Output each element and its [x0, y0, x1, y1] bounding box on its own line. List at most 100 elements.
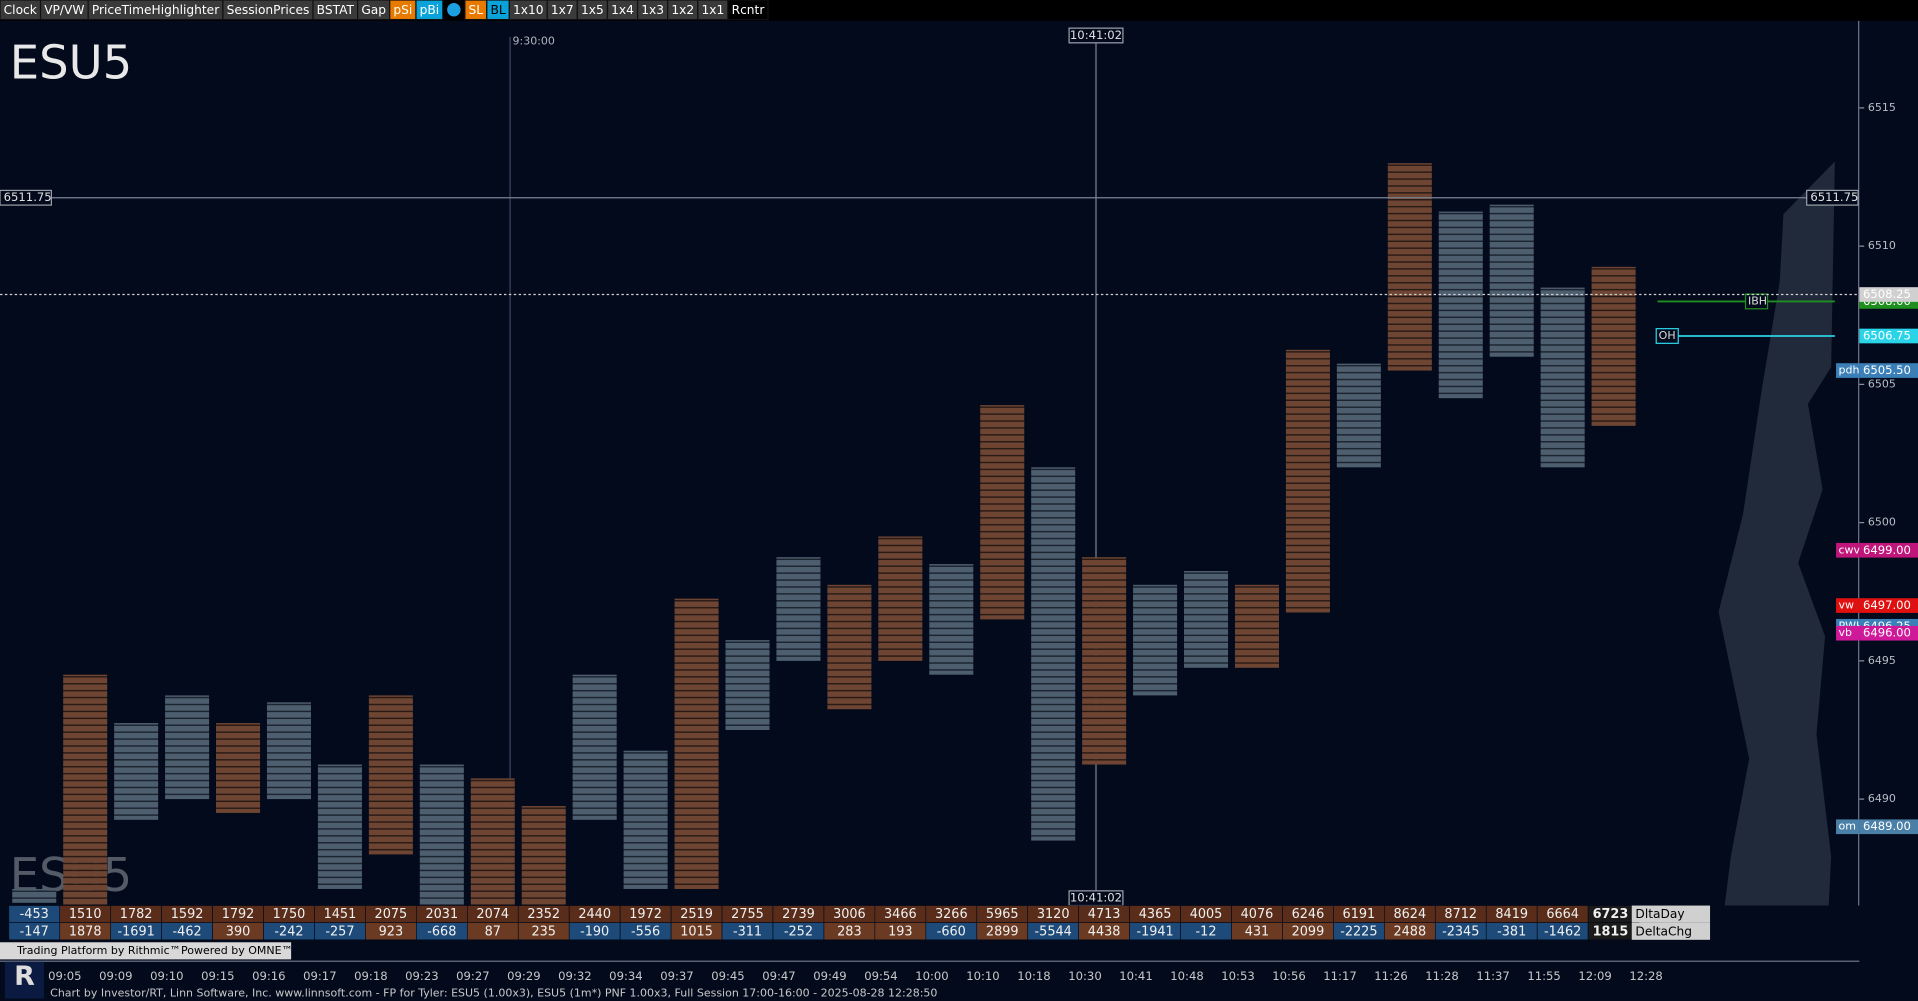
level-price-box: [1859, 598, 1918, 613]
row-value: 6723: [1593, 907, 1629, 922]
row-value: 6664: [1546, 907, 1579, 922]
button-label: 1x7: [551, 3, 574, 17]
level-tag-box: [1836, 598, 1860, 613]
footprint-column: [266, 702, 312, 800]
button-label: 1x5: [581, 3, 604, 17]
row-value: 2031: [426, 907, 459, 922]
row-value: -556: [631, 924, 660, 939]
row-value: 1815: [1593, 924, 1629, 939]
toolbar-button[interactable]: VP/VW: [39, 0, 89, 21]
level-tag: cwv: [1838, 543, 1860, 556]
row-value: 2074: [476, 907, 509, 922]
x-tick-label: 09:09: [99, 969, 132, 983]
x-tick-label: 11:26: [1374, 969, 1407, 983]
footprint-column: [1184, 571, 1229, 668]
button-label: pBi: [420, 3, 440, 17]
row-value: -147: [20, 924, 49, 939]
toolbar-button[interactable]: Rcntr: [727, 0, 769, 21]
row-value: 2075: [375, 907, 408, 922]
x-tick-label: 09:29: [507, 969, 540, 983]
x-tick-label: 10:18: [1017, 969, 1050, 983]
level-price-box: [1859, 287, 1918, 302]
button-label: BL: [490, 3, 505, 17]
level-tag-box: [1655, 328, 1679, 344]
button-label: 1x3: [641, 3, 664, 17]
toolbar-button[interactable]: 1x7: [546, 0, 578, 21]
toolbar-button[interactable]: 1x2: [667, 0, 699, 21]
footprint-column: [1336, 363, 1381, 468]
toolbar-button[interactable]: 1x1: [697, 0, 729, 21]
row-name-box: [1631, 922, 1711, 940]
row-value: -242: [274, 924, 303, 939]
x-tick-label: 09:34: [609, 969, 642, 983]
button-label: Rcntr: [732, 3, 766, 17]
footprint-column: [1082, 557, 1127, 765]
footprint-column: [623, 750, 668, 889]
toolbar-button[interactable]: pBi: [415, 0, 444, 21]
row-value: 390: [226, 924, 250, 939]
toolbar-button[interactable]: BSTAT: [312, 0, 359, 21]
row-value: 2352: [527, 907, 560, 922]
row-value: 4076: [1241, 907, 1274, 922]
button-label: 1x1: [701, 3, 724, 17]
row-value: 3006: [833, 907, 866, 922]
x-tick-label: 10:53: [1221, 969, 1254, 983]
footprint-column: [470, 778, 515, 906]
y-tick-label: 6505: [1868, 377, 1896, 390]
footprint-column: [929, 564, 974, 675]
button-label: SL: [469, 3, 484, 17]
row-value: 87: [485, 924, 501, 939]
row-value: 1592: [171, 907, 204, 922]
level-price: 6506.75: [1863, 328, 1911, 342]
footprint-column: [368, 695, 413, 855]
x-tick-label: 11:55: [1527, 969, 1560, 983]
toolbar-button[interactable]: Gap: [357, 0, 391, 21]
y-tick-label: 6495: [1868, 654, 1896, 667]
row-value: 4438: [1088, 924, 1121, 939]
footprint-column: [980, 405, 1025, 620]
level-tag-box: [1836, 542, 1860, 558]
row-value: 8624: [1393, 907, 1426, 922]
toolbar-button[interactable]: SL: [464, 0, 488, 21]
button-bg: [727, 0, 769, 21]
toolbar-button[interactable]: 1x4: [606, 0, 639, 21]
footprint-column: [1387, 163, 1432, 371]
footprint-column: [521, 806, 566, 906]
footprint-column: [1031, 467, 1076, 841]
level-tag: om: [1838, 820, 1855, 833]
refresh-icon[interactable]: [447, 3, 461, 17]
x-tick-label: 09:37: [660, 969, 693, 983]
row-value: 2099: [1292, 924, 1325, 939]
x-tick-label: 12:28: [1629, 969, 1662, 983]
footprint-column: [827, 584, 872, 710]
footprint-column: [63, 674, 108, 906]
row-value: 6191: [1343, 907, 1376, 922]
toolbar-button[interactable]: pSi: [389, 0, 417, 21]
crosshair-time-box: [1068, 27, 1124, 44]
x-tick-label: 10:41: [1119, 969, 1152, 983]
chart-credit: Chart by Investor/RT, Linn Software, Inc…: [50, 987, 937, 1000]
footprint-column: [572, 674, 617, 820]
footprint-column: [216, 723, 261, 813]
row-value: 2519: [680, 907, 713, 922]
toolbar-button[interactable]: Clock: [0, 0, 42, 21]
toolbar-button[interactable]: BL: [486, 0, 510, 21]
row-value: 283: [837, 924, 861, 939]
x-tick-label: 09:05: [48, 969, 81, 983]
row-name: DltaDay: [1635, 907, 1684, 921]
level-price-box: [1859, 819, 1918, 835]
toolbar-button[interactable]: 1x5: [576, 0, 609, 21]
button-label: 1x10: [513, 3, 544, 17]
toolbar-button[interactable]: SessionPrices: [222, 0, 314, 21]
toolbar-button[interactable]: 1x10: [508, 0, 548, 21]
level-tag: pdh: [1838, 364, 1859, 377]
toolbar-button[interactable]: 1x3: [636, 0, 669, 21]
x-tick-label: 10:48: [1170, 969, 1203, 983]
row-value: -660: [937, 924, 966, 939]
toolbar-button[interactable]: PriceTimeHighlighter: [87, 0, 224, 21]
row-value: 2899: [986, 924, 1019, 939]
row-value: -381: [1497, 924, 1526, 939]
footprint-column: [1285, 349, 1330, 613]
y-tick-label: 6510: [1868, 239, 1896, 252]
row-value: 8712: [1444, 907, 1477, 922]
